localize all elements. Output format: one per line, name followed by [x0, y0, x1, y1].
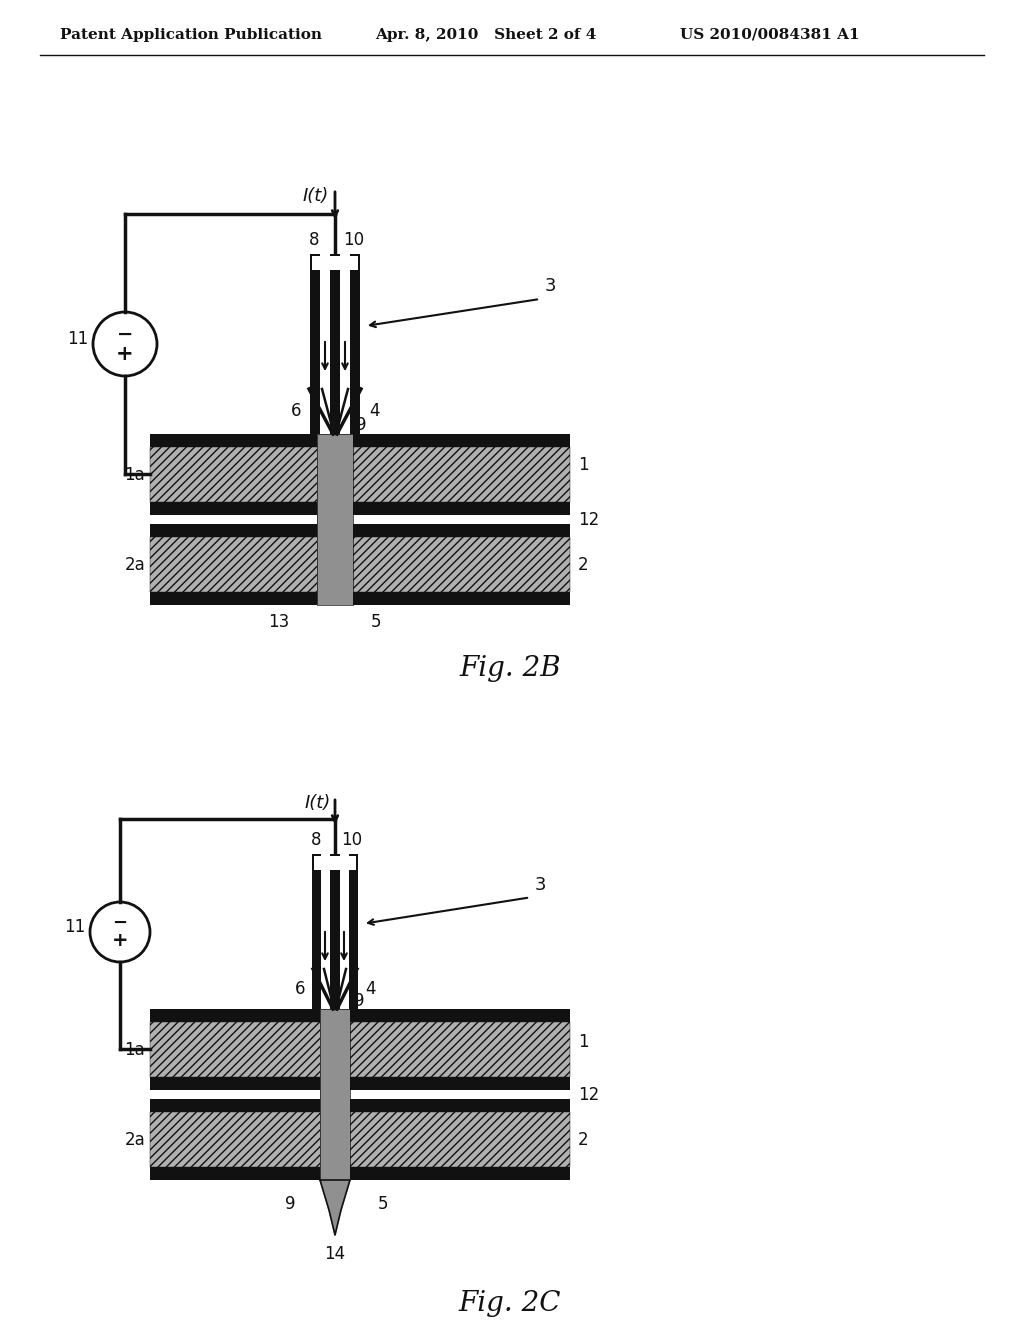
- Text: +: +: [116, 345, 134, 364]
- Text: 8: 8: [308, 231, 319, 249]
- Bar: [150, 515, 570, 524]
- Text: Patent Application Publication: Patent Application Publication: [60, 28, 322, 42]
- Bar: [150, 537, 570, 591]
- Bar: [319, 253, 330, 434]
- Bar: [310, 253, 319, 434]
- Bar: [150, 1022, 570, 1077]
- Bar: [150, 1100, 570, 1111]
- Bar: [350, 253, 360, 434]
- Text: 10: 10: [343, 231, 365, 249]
- Text: 1: 1: [578, 1034, 589, 1051]
- Text: Fig. 2C: Fig. 2C: [459, 1290, 561, 1317]
- Bar: [330, 854, 340, 1008]
- Text: Fig. 2B: Fig. 2B: [459, 655, 561, 682]
- Text: 1a: 1a: [124, 466, 145, 484]
- Bar: [150, 502, 570, 515]
- Text: 10: 10: [341, 832, 362, 849]
- Bar: [150, 591, 570, 605]
- Text: 2a: 2a: [124, 1131, 145, 1148]
- Text: 5: 5: [371, 612, 381, 631]
- Text: 2: 2: [578, 1131, 589, 1148]
- Text: 2: 2: [578, 556, 589, 574]
- Bar: [340, 854, 349, 1008]
- Bar: [150, 1167, 570, 1180]
- Bar: [150, 1090, 570, 1100]
- Text: 14: 14: [325, 1245, 345, 1263]
- Text: 11: 11: [67, 330, 88, 348]
- Text: 1: 1: [578, 455, 589, 474]
- Text: 6: 6: [295, 979, 305, 998]
- Text: −: −: [113, 913, 128, 932]
- Bar: [312, 256, 358, 271]
- Text: −: −: [117, 325, 133, 343]
- Bar: [310, 253, 360, 272]
- Text: 6: 6: [291, 403, 301, 421]
- Text: +: +: [112, 932, 128, 950]
- Bar: [150, 1077, 570, 1090]
- Bar: [150, 1111, 570, 1167]
- Text: Apr. 8, 2010   Sheet 2 of 4: Apr. 8, 2010 Sheet 2 of 4: [375, 28, 596, 42]
- Bar: [317, 434, 353, 605]
- Text: I(t): I(t): [305, 795, 331, 812]
- Text: US 2010/0084381 A1: US 2010/0084381 A1: [680, 28, 859, 42]
- Polygon shape: [319, 1180, 350, 1236]
- Text: 3: 3: [545, 277, 556, 296]
- Text: 11: 11: [63, 917, 85, 936]
- Text: 12: 12: [578, 511, 599, 529]
- Text: 4: 4: [365, 979, 376, 998]
- Bar: [349, 854, 358, 1008]
- Bar: [319, 1008, 350, 1180]
- Bar: [150, 447, 570, 502]
- Text: 13: 13: [268, 612, 290, 631]
- Text: 1a: 1a: [124, 1041, 145, 1059]
- Text: 4: 4: [369, 403, 380, 421]
- Text: 2a: 2a: [124, 556, 145, 574]
- Text: 8: 8: [310, 832, 321, 849]
- Text: I(t): I(t): [303, 187, 330, 205]
- Bar: [330, 253, 341, 434]
- Bar: [317, 434, 353, 605]
- Bar: [312, 854, 321, 1008]
- Bar: [312, 854, 358, 873]
- Bar: [340, 253, 350, 434]
- Text: 9: 9: [354, 993, 365, 1010]
- Bar: [150, 1008, 570, 1022]
- Bar: [150, 524, 570, 537]
- Text: 9: 9: [285, 1195, 295, 1213]
- Bar: [150, 434, 570, 447]
- Text: 12: 12: [578, 1086, 599, 1104]
- Text: 5: 5: [378, 1195, 388, 1213]
- Bar: [319, 1008, 350, 1180]
- Bar: [321, 854, 330, 1008]
- Text: 9: 9: [356, 416, 367, 434]
- Bar: [314, 855, 356, 870]
- Text: 3: 3: [535, 876, 547, 895]
